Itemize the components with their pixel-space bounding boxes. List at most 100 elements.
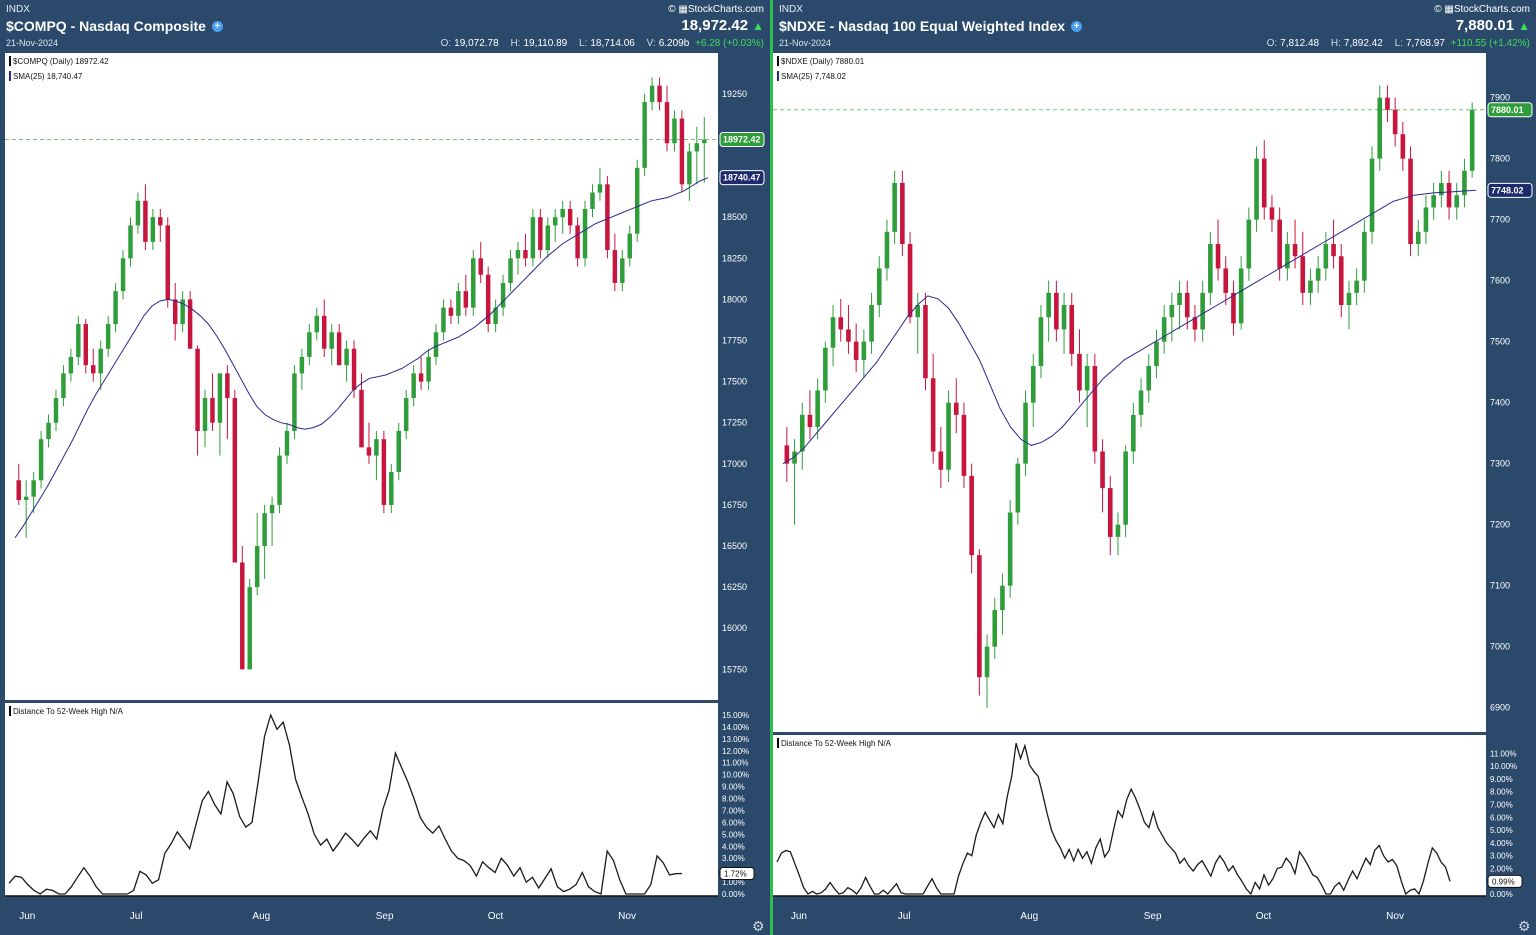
candle-body xyxy=(389,472,394,505)
candle-body xyxy=(1362,231,1367,281)
candle-body xyxy=(150,217,156,242)
candle-body xyxy=(180,299,185,325)
candle-body xyxy=(247,587,252,670)
add-symbol-icon[interactable]: + xyxy=(211,20,223,32)
candle-body xyxy=(799,414,805,452)
candle-body xyxy=(299,356,305,374)
indicator-legend-marker xyxy=(777,738,779,748)
candle-body xyxy=(1077,353,1082,391)
symbol-title[interactable]: $COMPQ - Nasdaq Composite + xyxy=(6,18,223,34)
sma-value-tag-box xyxy=(719,170,765,186)
indicator-tick-label: 0.00% xyxy=(1490,890,1513,899)
candle-body xyxy=(1007,512,1013,586)
price-tick-label: 19250 xyxy=(722,89,747,99)
candle-body xyxy=(1469,109,1475,171)
panel-ndxe: INDX $NDXE - Nasdaq 100 Equal Weighted I… xyxy=(773,0,1536,935)
candle-body xyxy=(493,307,498,325)
candle-body xyxy=(508,258,513,283)
candle-body xyxy=(456,291,461,316)
high-key: H: xyxy=(1330,38,1341,49)
candle-body xyxy=(187,299,193,349)
candle-body xyxy=(381,439,387,505)
candle-body xyxy=(672,118,677,144)
candle-body xyxy=(869,305,874,342)
exchange-label: INDX xyxy=(6,4,30,15)
price-tick-label: 7500 xyxy=(1490,337,1510,347)
gear-icon[interactable]: ⚙ xyxy=(1518,918,1531,934)
candle-body xyxy=(426,356,431,382)
indicator-legend: Distance To 52-Week High N/A xyxy=(13,707,124,716)
candle-body xyxy=(232,398,238,563)
candle-body xyxy=(1354,280,1359,293)
up-arrow-icon: ▲ xyxy=(1518,19,1530,33)
sma-line xyxy=(782,189,1477,465)
last-price-tag-box xyxy=(1487,102,1533,118)
candle-body xyxy=(1092,366,1098,452)
indicator-plot-area xyxy=(773,735,1486,896)
gear-icon[interactable]: ⚙ xyxy=(752,918,765,934)
candle-body xyxy=(91,365,96,374)
candle-body xyxy=(38,439,44,481)
candle-body xyxy=(105,324,111,349)
change-value: +6.28 (+0.03%) xyxy=(695,38,764,49)
ohlc-readout: O: 19,072.78 H: 19,110.89 L: 18,714.06 V: 6.… xyxy=(432,38,764,49)
candle-body xyxy=(1292,244,1298,257)
sma-legend: SMA(25) 18,740.47 xyxy=(13,72,83,81)
candle-body xyxy=(969,475,974,556)
x-axis-month-label: Jul xyxy=(898,911,911,922)
price-tick-label: 17750 xyxy=(722,336,747,346)
candle-body xyxy=(396,430,401,473)
candle-body xyxy=(1261,158,1267,208)
price-tick-label: 7000 xyxy=(1490,642,1510,652)
candle-body xyxy=(1177,292,1182,306)
candle-body xyxy=(838,317,844,330)
price-tick-label: 17500 xyxy=(722,377,747,387)
candle-body xyxy=(31,480,36,497)
indicator-value-tag-text: 1.72% xyxy=(724,869,747,878)
candle-body xyxy=(336,332,342,366)
brand-label: © ▦StockCharts.com xyxy=(668,4,764,15)
candle-body xyxy=(23,496,29,500)
indicator-tick-label: 2.00% xyxy=(1490,864,1513,873)
add-symbol-icon[interactable]: + xyxy=(1071,20,1083,32)
candle-body xyxy=(1208,244,1213,293)
indicator-tick-label: 9.00% xyxy=(1490,775,1513,784)
candle-body xyxy=(1061,305,1067,330)
x-axis-month-label: Sep xyxy=(376,911,394,922)
candle-body xyxy=(366,447,372,456)
candle-body xyxy=(463,291,469,308)
indicator-tick-label: 4.00% xyxy=(722,842,745,851)
symbol-title-text[interactable]: $COMPQ - Nasdaq Composite xyxy=(6,18,206,34)
last-price: 18,972.42 ▲ xyxy=(681,17,764,34)
candle-body xyxy=(113,291,118,325)
price-tick-label: 7400 xyxy=(1490,398,1510,408)
candle-body xyxy=(664,102,670,144)
candle-body xyxy=(1400,134,1406,159)
candle-body xyxy=(946,402,951,470)
candle-body xyxy=(1200,292,1205,330)
brand-text: StockCharts.com xyxy=(687,4,764,15)
candle-body xyxy=(553,217,558,226)
candle-body xyxy=(815,390,820,428)
candle-body xyxy=(359,389,364,448)
chart-date: 21-Nov-2024 xyxy=(6,38,59,48)
indicator-tick-label: 5.00% xyxy=(722,830,745,839)
candle-body xyxy=(876,268,882,306)
indicator-tick-label: 1.00% xyxy=(722,878,745,887)
open-key: O: xyxy=(440,38,452,49)
brand-label: © ▦StockCharts.com xyxy=(1434,4,1530,15)
sma-legend: SMA(25) 7,748.02 xyxy=(781,72,846,81)
price-tick-label: 16750 xyxy=(722,500,747,510)
candle-body xyxy=(1338,256,1344,306)
candle-body xyxy=(1184,292,1190,318)
candle-body xyxy=(807,414,813,428)
price-tick-label: 18250 xyxy=(722,253,747,263)
candle-body xyxy=(1315,268,1321,281)
indicator-tick-label: 4.00% xyxy=(1490,839,1513,848)
candle-body xyxy=(403,398,409,431)
candle-body xyxy=(217,373,223,423)
symbol-title[interactable]: $NDXE - Nasdaq 100 Equal Weighted Index + xyxy=(779,18,1083,34)
up-arrow-icon: ▲ xyxy=(752,19,764,33)
symbol-title-text[interactable]: $NDXE - Nasdaq 100 Equal Weighted Index xyxy=(779,18,1066,34)
candle-body xyxy=(597,184,603,193)
